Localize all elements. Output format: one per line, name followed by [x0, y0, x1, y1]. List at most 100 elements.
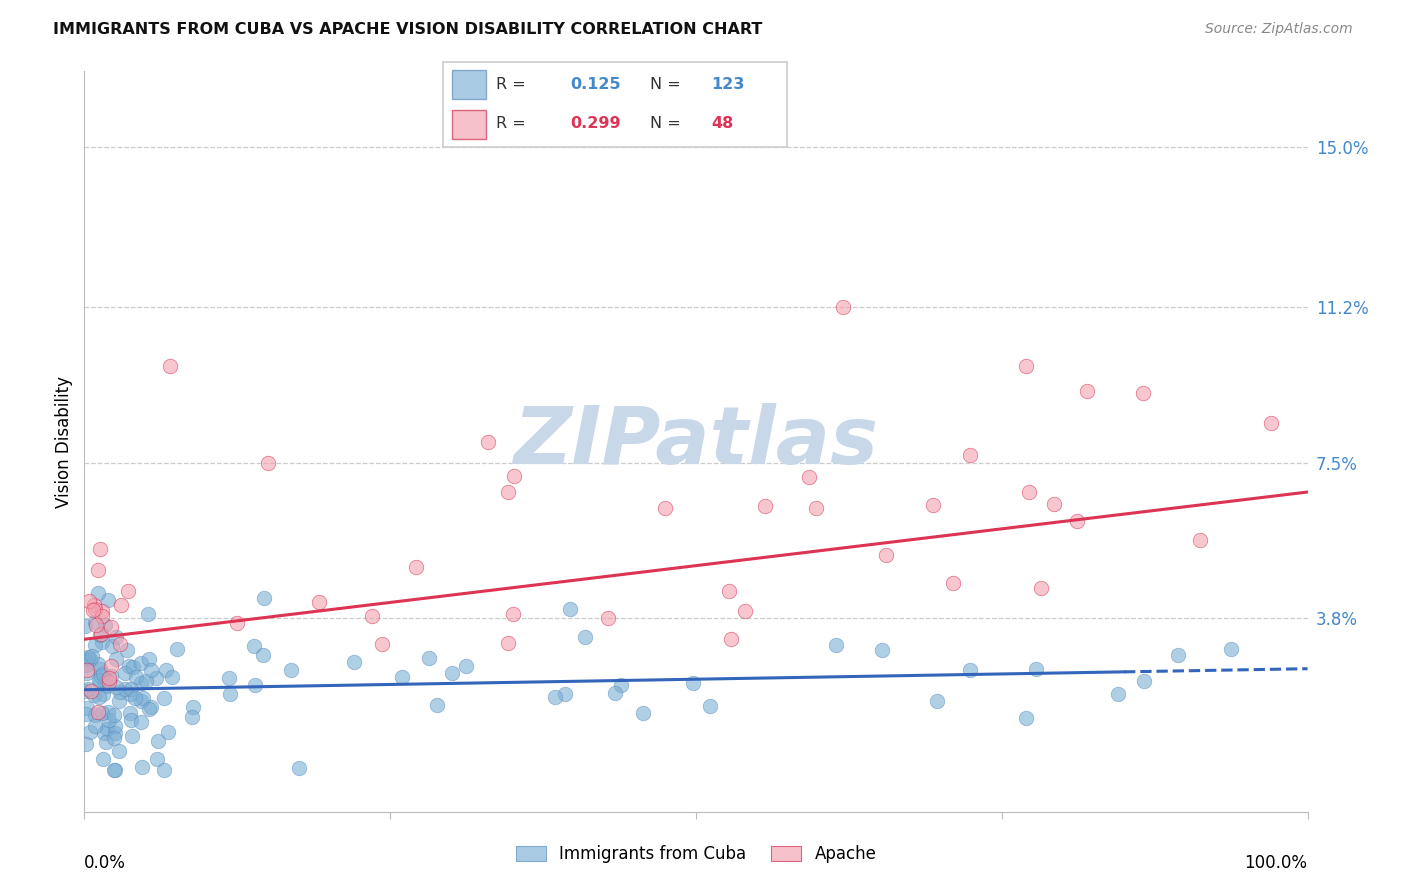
Point — [89, 673, 111, 688]
Point — [699, 699, 721, 714]
Point — [90, 669, 112, 683]
Point — [159, 359, 181, 373]
Point — [75, 652, 97, 666]
Point — [1025, 662, 1047, 676]
Point — [219, 688, 242, 702]
Text: Source: ZipAtlas.com: Source: ZipAtlas.com — [1205, 22, 1353, 37]
Point — [654, 500, 676, 515]
Point — [91, 687, 114, 701]
Point — [287, 761, 309, 775]
Point — [1189, 533, 1212, 548]
Point — [120, 681, 142, 696]
Point — [87, 657, 110, 671]
Point — [104, 680, 127, 694]
Text: 0.125: 0.125 — [571, 77, 621, 92]
Point — [125, 669, 148, 683]
Point — [135, 673, 157, 688]
Point — [100, 658, 122, 673]
Point — [93, 726, 115, 740]
Point — [1132, 386, 1154, 401]
Point — [631, 706, 654, 720]
Legend: Immigrants from Cuba, Apache: Immigrants from Cuba, Apache — [509, 838, 883, 870]
Point — [825, 638, 848, 652]
Point — [97, 593, 120, 607]
Text: R =: R = — [496, 116, 531, 131]
Point — [79, 725, 101, 739]
Point — [96, 679, 118, 693]
Point — [498, 485, 520, 500]
Point — [75, 706, 97, 721]
Point — [181, 710, 204, 724]
Point — [1018, 484, 1040, 499]
Point — [1014, 711, 1036, 725]
Point — [925, 694, 948, 708]
Point — [87, 586, 110, 600]
Point — [1015, 359, 1038, 373]
Point — [160, 670, 183, 684]
Point — [1031, 581, 1053, 595]
Point — [76, 665, 98, 680]
Point — [257, 456, 280, 470]
Point — [181, 700, 204, 714]
Point — [100, 640, 122, 654]
Point — [1066, 514, 1088, 528]
Point — [97, 674, 120, 689]
Point — [405, 560, 427, 574]
Point — [114, 665, 136, 680]
Point — [922, 498, 945, 512]
Point — [720, 632, 742, 647]
Point — [717, 584, 740, 599]
Text: 48: 48 — [711, 116, 734, 131]
Point — [1132, 673, 1154, 688]
Point — [110, 637, 132, 651]
FancyBboxPatch shape — [451, 110, 486, 139]
Point — [84, 638, 107, 652]
Text: IMMIGRANTS FROM CUBA VS APACHE VISION DISABILITY CORRELATION CHART: IMMIGRANTS FROM CUBA VS APACHE VISION DI… — [53, 22, 763, 37]
Point — [136, 607, 159, 621]
Point — [87, 706, 110, 720]
Point — [75, 738, 97, 752]
Point — [799, 470, 821, 484]
Point — [103, 708, 125, 723]
Point — [418, 651, 440, 665]
Point — [96, 734, 118, 748]
Point — [80, 649, 103, 664]
Point — [75, 619, 97, 633]
Point — [83, 615, 105, 630]
Point — [83, 688, 105, 702]
FancyBboxPatch shape — [443, 62, 787, 147]
Text: N =: N = — [650, 77, 686, 92]
Point — [89, 542, 111, 557]
Point — [104, 719, 127, 733]
Point — [129, 714, 152, 729]
Point — [91, 635, 114, 649]
Point — [370, 638, 392, 652]
Point — [1167, 648, 1189, 662]
Point — [391, 669, 413, 683]
Point — [91, 667, 114, 681]
Text: 0.0%: 0.0% — [84, 854, 127, 871]
Point — [118, 706, 141, 720]
Point — [155, 663, 177, 677]
Point — [105, 652, 128, 666]
Point — [603, 686, 626, 700]
Point — [91, 604, 114, 618]
Point — [90, 706, 112, 721]
Point — [97, 714, 120, 728]
Point — [243, 677, 266, 691]
Point — [131, 656, 153, 670]
Text: ZIPatlas: ZIPatlas — [513, 402, 879, 481]
Point — [94, 617, 117, 632]
Point — [138, 652, 160, 666]
Point — [361, 608, 384, 623]
Point — [496, 636, 519, 650]
Point — [253, 591, 276, 605]
Point — [1107, 687, 1129, 701]
Point — [456, 659, 478, 673]
Point — [96, 705, 118, 719]
Point — [87, 564, 110, 578]
Point — [129, 694, 152, 708]
FancyBboxPatch shape — [451, 70, 486, 99]
Point — [544, 690, 567, 705]
Point — [98, 671, 121, 685]
